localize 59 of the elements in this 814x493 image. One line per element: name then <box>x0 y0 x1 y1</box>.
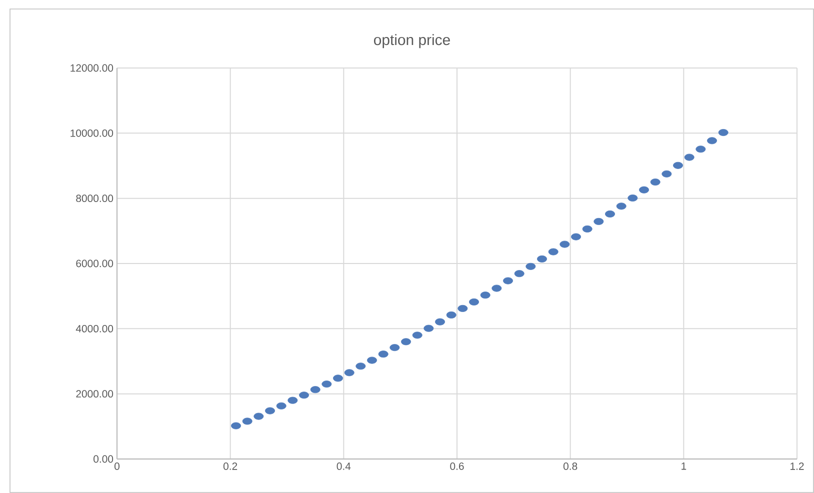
point <box>639 186 649 194</box>
chart-title: option price <box>374 34 450 48</box>
point <box>628 194 638 202</box>
point <box>435 318 445 326</box>
x-tick-label: 0.4 <box>336 462 351 470</box>
point <box>288 396 298 404</box>
y-tick-label: 0.00 <box>94 455 114 463</box>
point <box>503 277 513 284</box>
point <box>650 178 660 186</box>
x-tick-label: 0.2 <box>223 462 238 470</box>
y-tick-label: 10000.00 <box>70 129 114 137</box>
point <box>231 422 241 430</box>
point <box>718 129 728 136</box>
point <box>242 418 252 425</box>
point <box>571 233 581 240</box>
point <box>265 407 275 414</box>
point <box>582 225 592 232</box>
point <box>605 210 615 218</box>
point <box>514 270 524 278</box>
point <box>696 146 706 153</box>
point <box>469 298 479 306</box>
y-tick-label: 8000.00 <box>76 194 114 202</box>
point <box>662 170 672 178</box>
point <box>526 262 536 270</box>
point <box>333 374 343 382</box>
point <box>424 324 434 332</box>
point <box>412 332 422 339</box>
point <box>560 240 570 248</box>
point <box>480 292 490 299</box>
point <box>322 380 332 388</box>
y-tick-label: 2000.00 <box>76 390 114 398</box>
point <box>254 412 264 420</box>
point <box>684 154 694 161</box>
point <box>401 338 411 346</box>
point <box>367 356 377 364</box>
x-tick-label: 1 <box>682 462 686 470</box>
point <box>446 311 456 318</box>
x-tick-label: 0 <box>114 462 120 470</box>
point <box>616 202 626 210</box>
x-tick-label: 0.8 <box>563 462 578 470</box>
y-tick-label: 6000.00 <box>76 260 114 268</box>
point <box>299 392 309 399</box>
point <box>356 362 366 370</box>
point <box>548 248 558 256</box>
point <box>673 162 683 169</box>
y-tick-label: 12000.00 <box>70 64 114 72</box>
point <box>537 255 547 262</box>
point <box>378 350 388 358</box>
point <box>276 402 286 410</box>
point <box>492 284 502 292</box>
point <box>458 304 468 312</box>
x-tick-label: 1.2 <box>790 462 804 470</box>
point <box>344 369 354 376</box>
point <box>390 344 400 352</box>
point <box>310 386 320 394</box>
point <box>594 218 604 225</box>
point <box>707 137 717 144</box>
x-tick-label: 0.6 <box>450 462 464 470</box>
y-tick-label: 4000.00 <box>76 324 114 332</box>
